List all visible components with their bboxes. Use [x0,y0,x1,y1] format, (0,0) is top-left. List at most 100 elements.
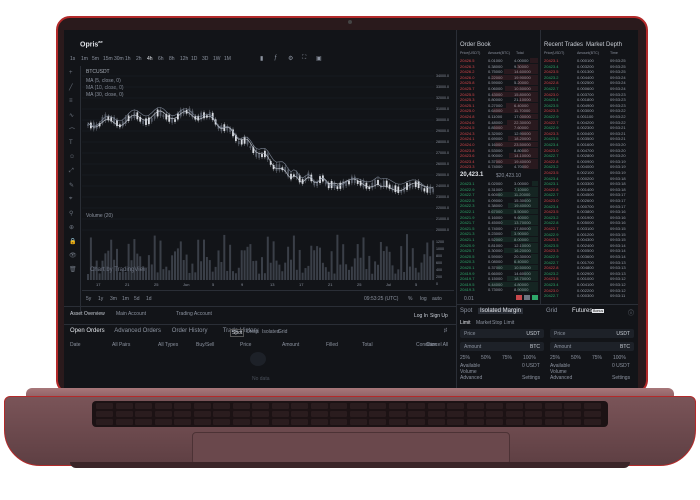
ask-row[interactable]: 20425.0 0.64000 11.70000 [460,108,538,114]
screenshot-icon[interactable]: ▣ [316,56,322,62]
crosshair-icon[interactable]: + [69,70,73,76]
bid-row[interactable]: 20421.7 0.45000 13.70000 [460,220,538,226]
orders-tab-1[interactable]: Advanced Orders [114,328,161,334]
emoji-icon[interactable]: ☺ [69,154,76,160]
bid-row[interactable]: 20421.3 0.23000 3.90000 [460,231,538,237]
info-icon[interactable]: ⓘ [628,311,635,317]
range-5y[interactable]: 5y [86,296,92,302]
ask-row[interactable]: 20424.8 0.11000 17.00000 [460,114,538,119]
timeframe-1W[interactable]: 1W [213,56,221,62]
bid-row[interactable]: 20419.5 0.44000 4.80000 [460,281,538,287]
range-3m[interactable]: 3m [110,296,117,302]
order-type-2[interactable]: Stop Limit [492,320,515,326]
buy-advanced-label[interactable]: Advanced [460,375,483,381]
add-icon[interactable]: ⊕ [69,225,75,231]
orders-subtab-cross[interactable]: Cross [246,329,260,335]
bid-row[interactable]: 20422.5 0.09000 15.30000 [460,197,538,203]
orders-col[interactable]: Buy/Sell [196,342,215,348]
ask-row[interactable]: 20424.3 0.32000 12.90000 [460,130,538,136]
timeframe-5m[interactable]: 5m [92,56,99,62]
signup-link[interactable]: Sign Up [430,313,448,319]
eye-icon[interactable]: 👁 [69,253,77,259]
book-precision[interactable]: 0.01 [464,296,474,302]
ask-row[interactable]: 20425.5 0.43000 15.80000 [460,91,538,97]
cancel-all-button[interactable]: Cancel All [426,342,449,348]
bid-row[interactable]: 20421.1 0.52000 8.00000 [460,237,538,242]
bid-row[interactable]: 20419.9 0.66000 14.60000 [460,270,538,276]
tab-market-depth[interactable]: Market Depth [586,42,623,48]
candle-style-icon[interactable]: ▮ [260,56,264,62]
lock-icon[interactable]: 🔒 [69,239,77,245]
form-tab-2[interactable]: Grid [546,308,558,314]
price-chart[interactable] [82,66,452,306]
form-tab-0[interactable]: Spot [460,308,473,314]
brush-icon[interactable]: ⌒ [69,129,76,135]
ask-row[interactable]: 20424.0 0.16000 23.50000 [460,142,538,147]
buy-price-input[interactable]: Price USDT [460,329,544,338]
orders-col[interactable]: All Pairs [112,342,131,348]
buy-settings-label[interactable]: Settings [522,375,541,381]
bid-row[interactable]: 20419.7 0.15000 18.70000 [460,276,538,282]
timeframe-3D[interactable]: 3D [202,56,209,62]
orders-subtab-isolated[interactable]: Isolated [262,329,280,335]
ask-row[interactable]: 20423.4 0.37000 19.40000 [460,158,538,164]
settings-icon[interactable]: ⚙ [288,56,294,62]
percent-100%[interactable]: 100% [613,355,626,361]
form-tab-3[interactable]: Futures [572,308,593,314]
range-1y[interactable]: 1y [98,296,104,302]
pattern-icon[interactable]: ∿ [69,113,75,119]
order-type-1[interactable]: Market [476,320,492,326]
percent-100%[interactable]: 100% [523,355,536,361]
ask-row[interactable]: 20426.5 0.01000 4.00000 [460,58,538,63]
timeframe-1m[interactable]: 1m [81,56,88,62]
bid-row[interactable]: 20420.7 0.30000 16.20000 [460,248,538,254]
orders-tab-0[interactable]: Open Orders [70,328,105,334]
timeframe-1M[interactable]: 1M [224,56,231,62]
login-link[interactable]: Log In [414,313,428,319]
order-type-0[interactable]: Limit [460,320,471,326]
bid-row[interactable]: 20420.5 0.59000 20.30000 [460,253,538,259]
sell-advanced-label[interactable]: Advanced [550,375,573,381]
orders-col[interactable]: All Types [158,342,179,348]
book-view-all-icon[interactable] [524,295,530,300]
ma30-legend[interactable]: MA (30, close, 0) [86,92,124,98]
ma5-legend[interactable]: MA (5, close, 0) [86,78,121,84]
percent-50%[interactable]: 50% [481,355,492,361]
ask-row[interactable]: 20425.1 0.27000 6.40000 [460,102,538,108]
bid-row[interactable]: 20420.9 0.81000 12.10000 [460,242,538,248]
bid-row[interactable]: 20421.5 0.74000 17.80000 [460,225,538,231]
ask-row[interactable]: 20426.0 0.22000 19.90000 [460,74,538,80]
ask-row[interactable]: 20426.2 0.75000 14.60000 [460,69,538,75]
ask-row[interactable]: 20425.8 0.59000 5.20000 [460,80,538,86]
ma10-legend[interactable]: MA (10, close, 0) [86,85,124,91]
sell-amount-input[interactable]: Amount BTC [550,342,634,351]
zoom-icon[interactable]: ⌖ [69,196,73,202]
ask-row[interactable]: 20423.3 0.74000 4.70000 [460,164,538,170]
ask-row[interactable]: 20424.5 0.85000 7.60000 [460,125,538,131]
timeframe-30m[interactable]: 30m [114,56,124,62]
timeframe-4h[interactable]: 4h [147,56,153,62]
ask-row[interactable]: 20424.6 0.48000 22.30000 [460,119,538,125]
percent-50%[interactable]: 50% [571,355,582,361]
range-5d[interactable]: 5d [134,296,140,302]
bid-row[interactable]: 20419.3 0.73000 8.90000 [460,287,538,293]
magnet-icon[interactable]: ⚲ [69,211,74,217]
percent-25%[interactable]: 25% [550,355,561,361]
ask-row[interactable]: 20423.8 0.53000 8.80000 [460,147,538,153]
bid-row[interactable]: 20420.3 0.08000 6.40000 [460,259,538,265]
bid-row[interactable]: 20421.9 0.16000 9.60000 [460,214,538,220]
orders-tab-3[interactable]: Trade History [222,328,259,334]
sell-price-input[interactable]: Price USDT [550,329,634,338]
timeframe-15m[interactable]: 15m [103,56,113,62]
trash-icon[interactable]: 🗑 [69,267,77,273]
measure-icon[interactable]: ⤢ [69,168,74,174]
timeframe-8h[interactable]: 8h [169,56,175,62]
bid-row[interactable]: 20420.1 0.37000 10.50000 [460,265,538,270]
orders-subtab-grid[interactable]: Grid [278,329,288,335]
text-icon[interactable]: T [69,140,73,146]
bid-row[interactable]: 20422.7 0.60000 11.20000 [460,192,538,198]
trendline-icon[interactable]: ╱ [69,85,73,91]
ask-row[interactable]: 20424.1 0.69000 18.20000 [460,136,538,142]
indicators-icon[interactable]: ƒ [274,55,278,61]
book-view-buy-icon[interactable] [532,295,538,300]
